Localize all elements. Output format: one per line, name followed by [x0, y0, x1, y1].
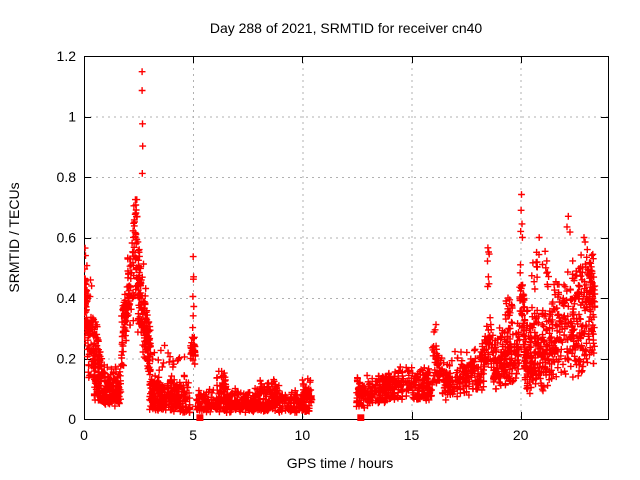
- y-tick-label: 0.8: [57, 169, 77, 185]
- y-tick-label: 1: [68, 109, 76, 125]
- y-tick-label: 0.4: [57, 290, 77, 306]
- x-axis-label: GPS time / hours: [287, 455, 394, 471]
- x-tick-label: 5: [189, 427, 197, 443]
- flag-square-marker: [357, 414, 365, 421]
- y-tick-label: 0: [68, 411, 76, 427]
- y-tick-label: 0.6: [57, 230, 77, 246]
- flag-square-marker: [196, 414, 204, 421]
- x-tick-label: 0: [80, 427, 88, 443]
- x-tick-label: 15: [404, 427, 420, 443]
- plot-area: 0 5 10 15 20 0 0.2 0.4 0.6 0.8 1 1.2: [57, 48, 609, 443]
- chart-title: Day 288 of 2021, SRMTID for receiver cn4…: [210, 20, 483, 36]
- plot-border: [84, 56, 609, 420]
- x-tick-label: 20: [513, 427, 529, 443]
- scatter-points-srmtid: [84, 68, 599, 416]
- y-tick-label: 1.2: [57, 48, 77, 64]
- x-tick-label: 10: [295, 427, 311, 443]
- y-tick-label: 0.2: [57, 351, 77, 367]
- y-axis-label: SRMTID / TECUs: [6, 182, 22, 292]
